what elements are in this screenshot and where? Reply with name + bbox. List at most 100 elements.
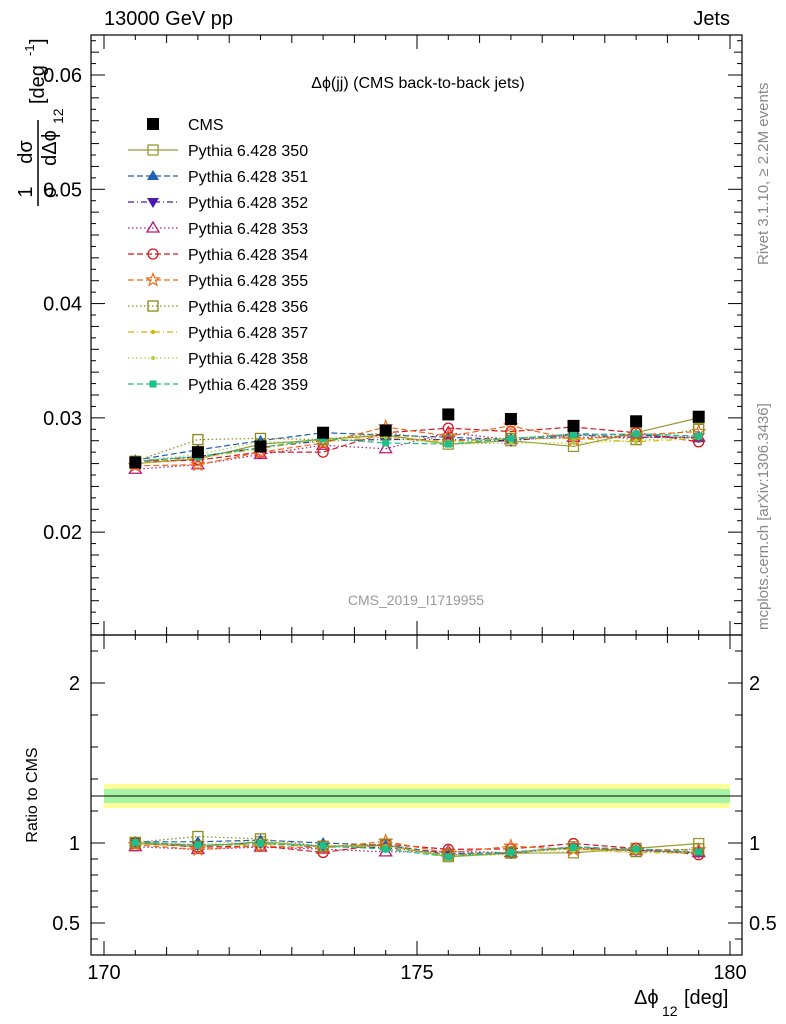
legend-item: Pythia 6.428 357 <box>128 325 308 342</box>
data-point <box>570 431 577 439</box>
svg-text:σ: σ <box>39 185 61 198</box>
legend-label: Pythia 6.428 356 <box>188 299 308 316</box>
legend-marker <box>151 330 155 334</box>
svg-text:[deg: [deg <box>27 65 49 104</box>
legend-item: Pythia 6.428 358 <box>128 351 308 368</box>
plot-title: Δϕ(jj) (CMS back-to-back jets) <box>311 75 524 92</box>
legend-item: CMS <box>147 117 224 134</box>
ratio-series-10 <box>131 838 703 861</box>
legend-marker <box>145 271 161 287</box>
y-tick-label: 0.03 <box>43 408 82 430</box>
data-point <box>440 427 457 443</box>
data-point <box>191 446 204 459</box>
series-9 <box>133 434 701 464</box>
data-point <box>254 440 267 453</box>
legend-marker <box>147 198 159 208</box>
data-point <box>379 424 392 437</box>
ratio-line-6 <box>135 840 699 854</box>
ratio-line-10 <box>135 841 699 858</box>
header-category-label: Jets <box>693 8 730 30</box>
legend-marker <box>147 144 159 156</box>
data-point <box>695 432 703 440</box>
data-point <box>508 441 513 445</box>
series-line-5 <box>135 426 699 462</box>
ratio-point <box>632 845 640 853</box>
analysis-watermark: CMS_2019_I1719955 <box>348 592 484 608</box>
x-axis-label: Δϕ 12 [deg] <box>634 987 728 1019</box>
legend-label: CMS <box>188 117 224 134</box>
ratio-point <box>570 843 577 851</box>
ratio-y-tick-label: 0.5 <box>52 913 80 935</box>
data-point <box>504 413 517 425</box>
x-tick-label: 170 <box>87 962 120 984</box>
legend: CMS Pythia 6.428 350 Pythia 6.428 351 Pythi… <box>128 117 308 394</box>
data-point <box>632 430 640 438</box>
svg-text:12: 12 <box>662 1003 678 1019</box>
legend-item: Pythia 6.428 354 <box>128 247 308 264</box>
data-point <box>571 441 576 445</box>
header-process-label: 13000 GeV pp <box>104 8 233 30</box>
data-point <box>630 415 643 428</box>
ratio-point <box>192 830 204 843</box>
data-point <box>129 456 142 469</box>
data-point <box>317 446 329 458</box>
legend-item: Pythia 6.428 350 <box>128 143 308 160</box>
data-point <box>442 408 455 421</box>
data-point <box>378 441 393 454</box>
svg-text:dσ: dσ <box>15 140 37 164</box>
data-point <box>634 438 639 443</box>
legend-label: Pythia 6.428 359 <box>188 377 308 394</box>
ratio-point <box>257 840 264 848</box>
data-point <box>692 410 705 423</box>
series-line-6 <box>135 425 699 467</box>
ratio-y-axis-label: Ratio to CMS <box>24 747 41 842</box>
data-point <box>442 422 454 434</box>
svg-text:dΔϕ: dΔϕ <box>39 130 61 166</box>
legend-marker <box>147 170 159 180</box>
legend-marker <box>147 248 159 260</box>
series-line-8 <box>135 436 699 465</box>
ratio-point <box>190 841 206 857</box>
main-y-axis-label: 1 dσ σ dΔϕ 12 [deg -1 ] <box>15 38 66 206</box>
data-point <box>567 419 580 432</box>
legend-item: Pythia 6.428 356 <box>128 299 308 316</box>
y-tick-label: 0.02 <box>43 522 82 544</box>
legend-marker <box>147 300 159 312</box>
svg-text:12: 12 <box>50 108 66 124</box>
data-point <box>192 433 204 446</box>
legend-item: Pythia 6.428 359 <box>128 377 308 394</box>
legend-label: Pythia 6.428 351 <box>188 169 308 186</box>
ratio-point <box>382 845 390 853</box>
ratio-y-tick-label-right: 0.5 <box>749 913 777 935</box>
series-line-10 <box>135 433 699 462</box>
svg-text:-1: -1 <box>22 44 37 56</box>
ratio-y-tick-label: 1 <box>69 833 80 855</box>
legend-marker <box>149 380 157 388</box>
ratio-point <box>194 841 202 849</box>
y-tick-label: 0.06 <box>43 65 82 87</box>
legend-label: Pythia 6.428 350 <box>188 143 308 160</box>
ratio-point <box>131 838 139 846</box>
legend-label: Pythia 6.428 355 <box>188 273 308 290</box>
x-tick-label: 175 <box>400 962 433 984</box>
legend-item: Pythia 6.428 355 <box>128 271 308 290</box>
y-tick-label: 0.05 <box>43 179 82 201</box>
series-line-4 <box>135 432 699 470</box>
legend-item: Pythia 6.428 353 <box>128 220 308 238</box>
legend-item: Pythia 6.428 352 <box>128 195 308 212</box>
ratio-point <box>319 842 327 850</box>
ratio-y-tick-label-right: 1 <box>749 833 760 855</box>
legend-label: Pythia 6.428 352 <box>188 195 308 212</box>
data-point <box>628 426 644 442</box>
ratio-point <box>507 848 515 856</box>
series-2 <box>129 426 705 465</box>
legend-item: Pythia 6.428 351 <box>128 169 308 186</box>
data-point <box>190 456 206 472</box>
ratio-point <box>695 848 703 856</box>
data-point <box>507 434 515 442</box>
ratio-y-tick-label-right: 2 <box>749 673 760 695</box>
data-point <box>444 440 452 448</box>
svg-text:[deg]: [deg] <box>684 987 728 1009</box>
y-tick-label: 0.04 <box>43 294 82 316</box>
